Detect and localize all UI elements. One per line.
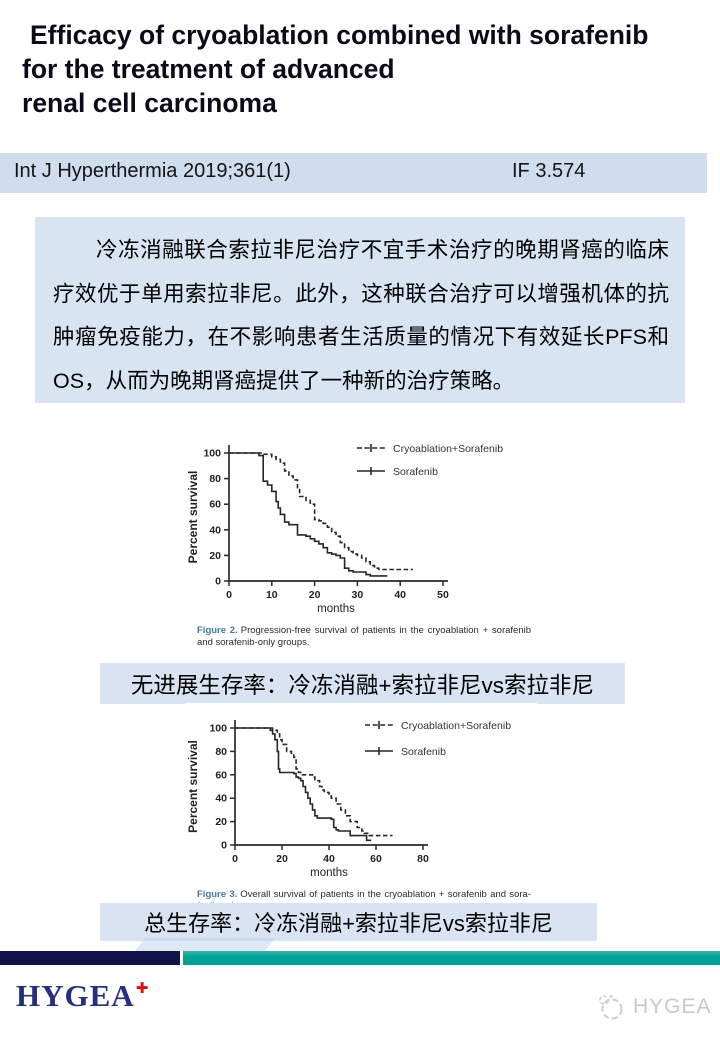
- svg-text:60: 60: [215, 769, 227, 781]
- os-banner-text: 总生存率：冷冻消融+索拉非尼vs索拉非尼: [144, 911, 553, 936]
- svg-text:months: months: [317, 603, 355, 613]
- svg-text:Cryoablation+Sorafenib: Cryoablation+Sorafenib: [393, 443, 503, 455]
- hygea-watermark: HYGEA: [596, 992, 712, 1022]
- svg-text:100: 100: [203, 448, 221, 460]
- os-banner: 总生存率：冷冻消融+索拉非尼vs索拉非尼: [100, 903, 597, 941]
- svg-text:60: 60: [209, 499, 221, 511]
- hygea-logo: HYGEA✚: [16, 978, 148, 1014]
- os-figure: 0 20 40 60 80 100 0 20 40 60 80 Percent survival mon…: [185, 703, 537, 912]
- svg-text:20: 20: [215, 816, 227, 828]
- slide-title-line-3: renal cell carcinoma: [22, 88, 277, 118]
- hygea-watermark-icon: [599, 994, 623, 1020]
- figure2-caption: Figure 2. Progression-free survival of pa…: [197, 625, 531, 648]
- slide-title-line-1: Efficacy of cryoablation combined with s…: [30, 20, 649, 50]
- svg-text:20: 20: [309, 589, 321, 601]
- svg-text:0: 0: [221, 840, 227, 852]
- pfs-banner-text: 无进展生存率：冷冻消融+索拉非尼vs索拉非尼: [130, 672, 595, 698]
- svg-text:40: 40: [394, 589, 406, 601]
- svg-text:Percent survival: Percent survival: [186, 740, 200, 833]
- footer-decoration-shape: [134, 938, 276, 951]
- svg-text:30: 30: [352, 589, 364, 601]
- impact-factor: IF 3.574: [512, 160, 586, 182]
- hygea-watermark-text: HYGEA: [633, 995, 712, 1018]
- svg-text:10: 10: [266, 589, 278, 601]
- svg-text:50: 50: [437, 589, 449, 601]
- journal-band: Int J Hyperthermia 2019;361(1) IF 3.574: [0, 153, 707, 193]
- footer-bar-navy-segment: [0, 951, 180, 965]
- svg-text:Cryoablation+Sorafenib: Cryoablation+Sorafenib: [401, 720, 511, 732]
- svg-text:20: 20: [276, 853, 288, 865]
- summary-panel: 冷冻消融联合索拉非尼治疗不宜手术治疗的晚期肾癌的临床疗效优于单用索拉非尼。此外，…: [35, 217, 685, 403]
- svg-text:40: 40: [323, 853, 335, 865]
- svg-text:0: 0: [232, 853, 238, 865]
- figure2-caption-text: Progression-free survival of patients in…: [197, 625, 531, 648]
- svg-text:80: 80: [209, 473, 221, 485]
- footer-bar: [0, 951, 720, 965]
- svg-text:80: 80: [215, 746, 227, 758]
- slide-title: Efficacy of cryoablation combined with s…: [22, 18, 712, 120]
- svg-text:20: 20: [209, 550, 221, 562]
- journal-reference: Int J Hyperthermia 2019;361(1): [14, 160, 291, 182]
- svg-text:100: 100: [209, 723, 227, 735]
- pfs-figure: 0 20 40 60 80 100 0 10 20 30 40 50 Percent survival m…: [185, 433, 537, 648]
- hygea-logo-text: HYGEA: [16, 978, 135, 1013]
- svg-text:0: 0: [226, 589, 232, 601]
- footer-bar-teal-segment: [183, 951, 720, 965]
- summary-text: 冷冻消融联合索拉非尼治疗不宜手术治疗的晚期肾癌的临床疗效优于单用索拉非尼。此外，…: [53, 238, 669, 393]
- svg-text:40: 40: [209, 524, 221, 536]
- pfs-chart: 0 20 40 60 80 100 0 10 20 30 40 50 Percent survival m…: [186, 443, 503, 615]
- svg-text:months: months: [310, 867, 348, 877]
- pfs-banner: 无进展生存率：冷冻消融+索拉非尼vs索拉非尼: [100, 663, 625, 704]
- svg-text:0: 0: [215, 576, 221, 588]
- figure3-caption-label: Figure 3.: [197, 889, 238, 900]
- svg-text:60: 60: [370, 853, 382, 865]
- svg-text:40: 40: [215, 793, 227, 805]
- svg-text:Sorafenib: Sorafenib: [393, 466, 438, 478]
- svg-text:Percent survival: Percent survival: [186, 471, 200, 564]
- os-chart: 0 20 40 60 80 100 0 20 40 60 80 Percent survival mon…: [186, 720, 511, 879]
- figure2-caption-label: Figure 2.: [197, 625, 238, 636]
- svg-text:Sorafenib: Sorafenib: [401, 746, 446, 758]
- slide-title-line-2: for the treatment of advanced: [22, 54, 395, 84]
- svg-text:80: 80: [417, 853, 429, 865]
- red-cross-icon: ✚: [135, 979, 150, 997]
